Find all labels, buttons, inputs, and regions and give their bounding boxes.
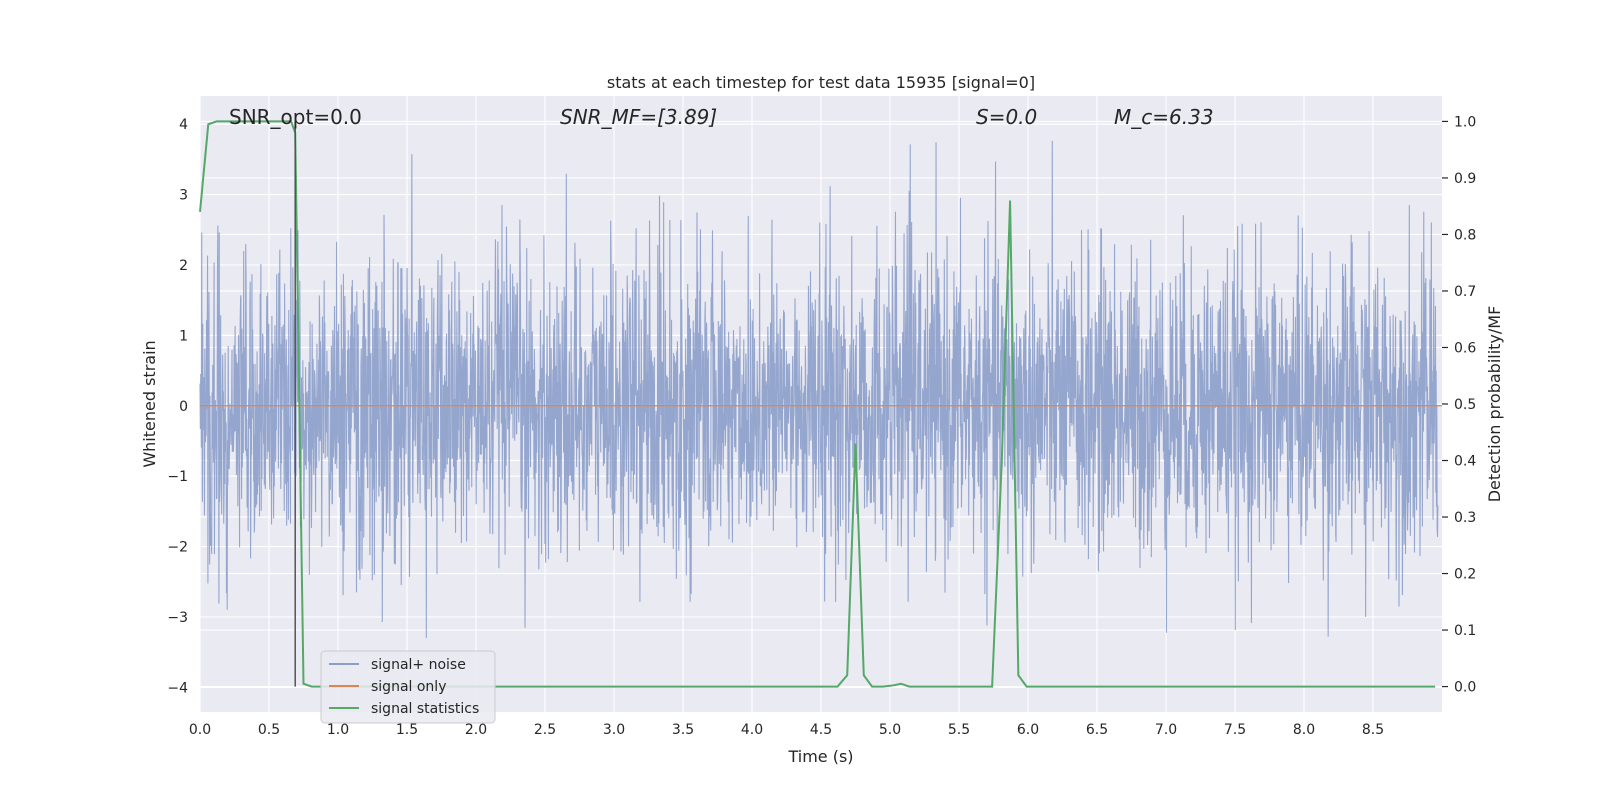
series-signal-statistics bbox=[199, 120, 1436, 688]
legend-label-noise: signal+ noise bbox=[371, 657, 466, 673]
noise-line bbox=[199, 140, 1439, 638]
x-tick-label: 3.0 bbox=[603, 722, 625, 738]
x-tick-label: 8.5 bbox=[1362, 722, 1384, 738]
y-right-tick-label: 0.2 bbox=[1454, 567, 1476, 583]
y-right-tick-label: 0.6 bbox=[1454, 340, 1476, 356]
legend-label-stats: signal statistics bbox=[371, 701, 479, 717]
y-left-tick-label: 3 bbox=[179, 188, 188, 204]
y-right-tick-label: 0.4 bbox=[1454, 454, 1476, 470]
y-right-tick-label: 0.1 bbox=[1454, 623, 1476, 639]
y-right-tick-label: 1.0 bbox=[1454, 114, 1476, 130]
x-tick-label: 7.0 bbox=[1155, 722, 1177, 738]
legend-box bbox=[320, 650, 496, 724]
y-left-tick-label: −3 bbox=[167, 610, 188, 626]
y-left-tick-label: −2 bbox=[167, 540, 188, 556]
y-right-tick-label: 0.8 bbox=[1454, 227, 1476, 243]
series-signal-noise bbox=[199, 140, 1439, 638]
x-axis-label: Time (s) bbox=[787, 747, 853, 766]
y-right-tick-label: 0.0 bbox=[1454, 680, 1476, 696]
legend: signal+ noise signal only signal statist… bbox=[320, 650, 496, 724]
signal-statistics-line bbox=[199, 120, 1436, 688]
y-right-axis-label: Detection probability/MF bbox=[1485, 306, 1504, 503]
x-tick-label: 5.5 bbox=[948, 722, 970, 738]
y-left-tick-label: 2 bbox=[179, 258, 188, 274]
y-left-tick-label: −4 bbox=[167, 680, 188, 696]
y-left-tick-label: 4 bbox=[179, 117, 188, 133]
x-tick-label: 2.0 bbox=[465, 722, 487, 738]
chart-title: stats at each timestep for test data 159… bbox=[607, 73, 1035, 92]
y-right-tick-label: 0.3 bbox=[1454, 510, 1476, 526]
x-tick-label: 7.5 bbox=[1224, 722, 1246, 738]
x-tick-label: 4.0 bbox=[741, 722, 763, 738]
annotations: SNR_opt=0.0 SNR_MF=[3.89] S=0.0 M_c=6.33 bbox=[229, 105, 1214, 129]
legend-label-signal: signal only bbox=[371, 679, 446, 695]
x-tick-label: 0.5 bbox=[258, 722, 280, 738]
x-tick-label: 3.5 bbox=[672, 722, 694, 738]
x-tick-label: 8.0 bbox=[1293, 722, 1315, 738]
x-tick-labels: 0.0 0.5 1.0 1.5 2.0 2.5 3.0 3.5 4.0 4.5 5.0 5.5 6.0 6… bbox=[189, 722, 1384, 738]
x-tick-label: 1.5 bbox=[396, 722, 418, 738]
x-tick-label: 5.0 bbox=[879, 722, 901, 738]
annotation-mc: M_c=6.33 bbox=[1114, 105, 1214, 129]
y-left-tick-label: −1 bbox=[167, 469, 188, 485]
x-tick-label: 6.0 bbox=[1017, 722, 1039, 738]
y-left-tick-label: 1 bbox=[179, 328, 188, 344]
y-left-tick-labels: 4 3 2 1 0 −1 −2 −3 −4 bbox=[167, 117, 188, 696]
y-right-tick-label: 0.7 bbox=[1454, 284, 1476, 300]
annotation-s: S=0.0 bbox=[976, 105, 1037, 129]
x-tick-label: 0.0 bbox=[189, 722, 211, 738]
y-right-tick-label: 0.5 bbox=[1454, 397, 1476, 413]
x-tick-label: 4.5 bbox=[810, 722, 832, 738]
y-right-tick-labels: 1.0 0.9 0.8 0.7 0.6 0.5 0.4 0.3 0.2 0.1 0.0 bbox=[1442, 114, 1476, 696]
y-left-axis-label: Whitened strain bbox=[140, 340, 159, 467]
annotation-snr-mf: SNR_MF=[3.89] bbox=[560, 105, 717, 129]
x-tick-label: 1.0 bbox=[327, 722, 349, 738]
x-tick-label: 2.5 bbox=[534, 722, 556, 738]
annotation-snr-opt: SNR_opt=0.0 bbox=[229, 105, 362, 129]
y-left-tick-label: 0 bbox=[179, 399, 188, 415]
y-right-tick-label: 0.9 bbox=[1454, 171, 1476, 187]
x-tick-label: 6.5 bbox=[1086, 722, 1108, 738]
